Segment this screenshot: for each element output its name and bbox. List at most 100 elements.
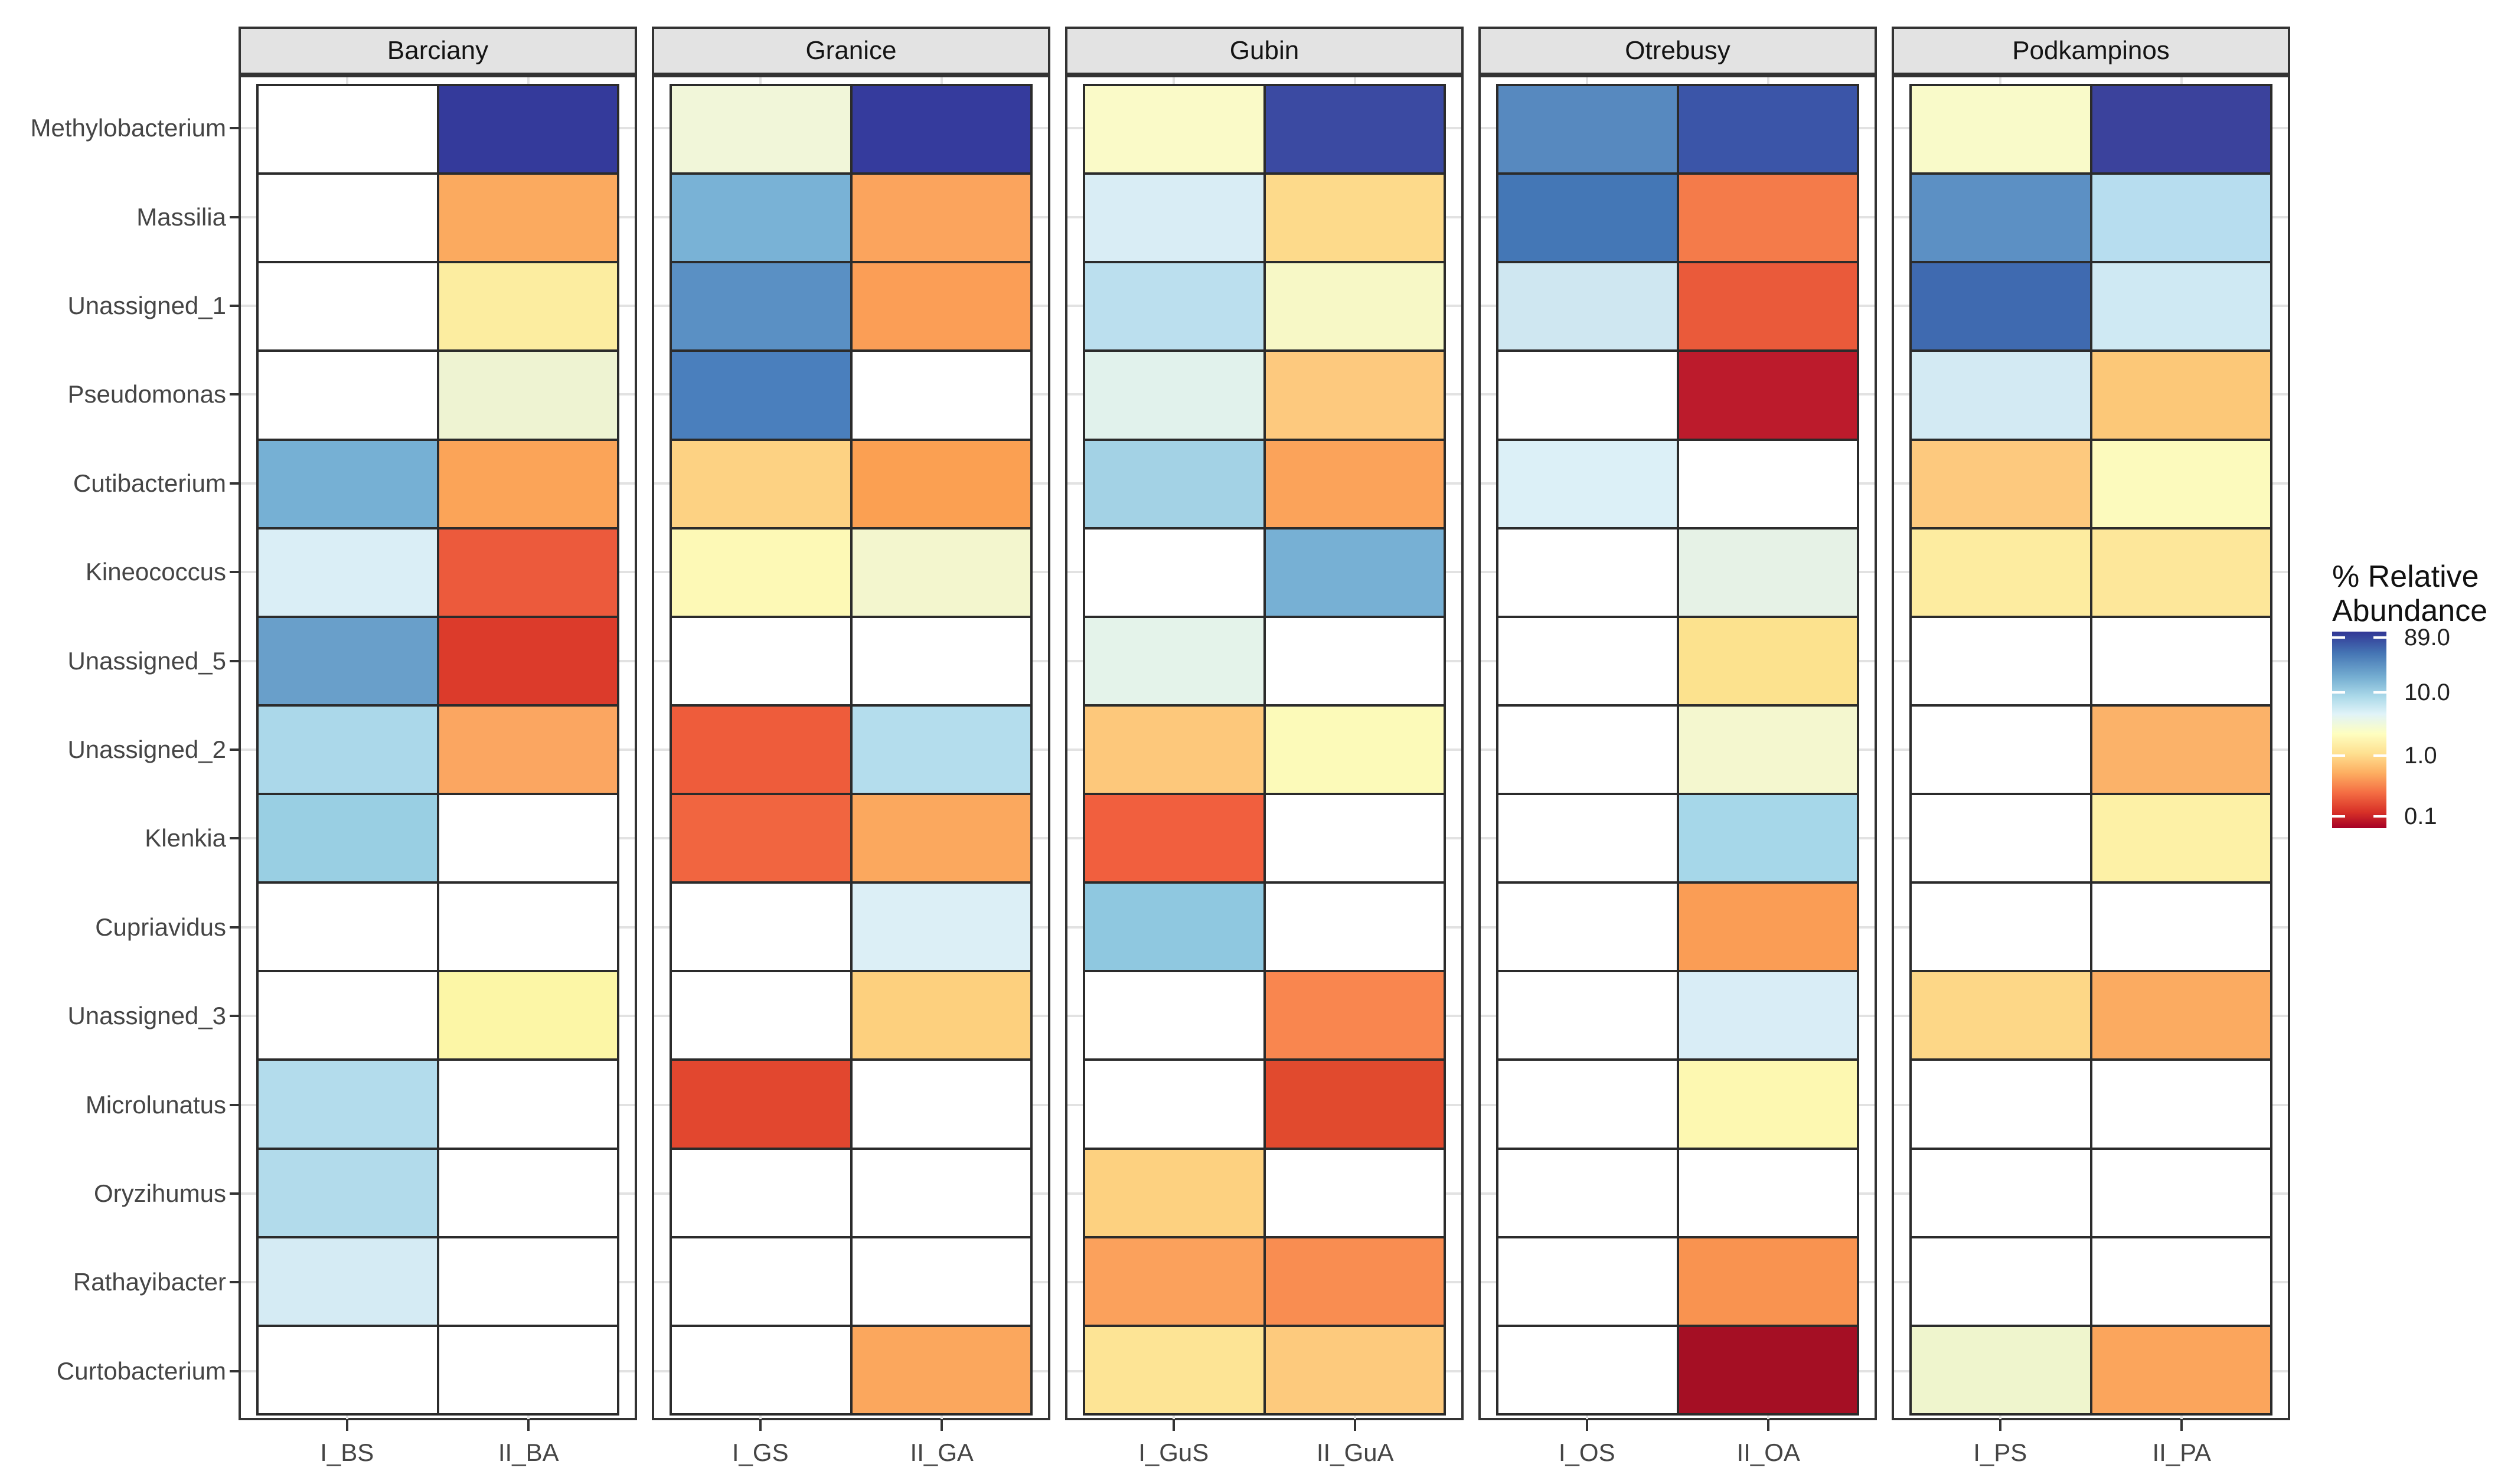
gridline-stub xyxy=(2272,482,2288,485)
tile-grid xyxy=(256,84,619,1416)
y-axis-label: Cupriavidus xyxy=(95,913,226,941)
gridline-stub xyxy=(1894,215,1909,218)
legend-tick-dash xyxy=(2373,754,2386,757)
heatmap-cell xyxy=(1264,705,1445,795)
gridline-stub xyxy=(1033,215,1048,218)
tile-grid xyxy=(670,84,1033,1416)
gridline-stub xyxy=(2272,837,2288,840)
gridline-stub xyxy=(1033,1103,1048,1106)
gridline-stub xyxy=(619,1015,635,1018)
heatmap-cell xyxy=(2091,616,2271,705)
gridline-stub xyxy=(1354,77,1357,84)
gridline-stub xyxy=(619,1281,635,1284)
heatmap-cell xyxy=(1497,1060,1678,1149)
x-axis-label: II_BA xyxy=(498,1439,559,1466)
gridline-stub xyxy=(1067,482,1083,485)
gridline-stub xyxy=(941,1416,943,1419)
x-axis-tick xyxy=(527,1420,530,1431)
x-axis-tick xyxy=(759,1420,762,1431)
y-axis-label: Pseudomonas xyxy=(67,380,226,408)
heatmap-cell xyxy=(257,616,438,705)
gridline-stub xyxy=(1859,215,1875,218)
heatmap-cell xyxy=(437,971,618,1060)
gridline-stub xyxy=(654,1192,670,1195)
gridline-stub xyxy=(1859,393,1875,396)
gridline-stub xyxy=(619,837,635,840)
gridline-stub xyxy=(241,659,256,662)
gridline-stub xyxy=(619,127,635,130)
gridline-stub xyxy=(619,305,635,307)
heatmap-cell xyxy=(851,174,1031,263)
y-axis-tick xyxy=(230,482,239,485)
y-axis-label: Oryzihumus xyxy=(93,1179,226,1207)
y-axis-label: Massilia xyxy=(136,202,226,231)
heatmap-cell xyxy=(1677,1148,1858,1237)
x-axis-tick xyxy=(345,1420,348,1431)
heatmap-cell xyxy=(1677,616,1858,705)
gridline-stub xyxy=(759,1416,762,1419)
gridline-stub xyxy=(1894,1103,1909,1106)
gridline-stub xyxy=(619,1103,635,1106)
gridline-stub xyxy=(1446,659,1461,662)
gridline-stub xyxy=(1067,1369,1083,1372)
gridline-stub xyxy=(241,837,256,840)
legend-tick-dash xyxy=(2332,815,2345,818)
heatmap-cell xyxy=(437,262,618,351)
heatmap-cell xyxy=(1264,262,1445,351)
gridline-stub xyxy=(2272,926,2288,929)
heatmap-cell xyxy=(1911,1237,2091,1326)
gridline-stub xyxy=(1172,77,1175,84)
legend-tick-dash xyxy=(2332,754,2345,757)
legend-tick-dash xyxy=(2373,636,2386,639)
heatmap-cell xyxy=(1677,794,1858,883)
gridline-stub xyxy=(1067,1103,1083,1106)
heatmap-cell xyxy=(851,439,1031,528)
heatmap-cell xyxy=(437,1148,618,1237)
heatmap-cell xyxy=(437,85,618,174)
gridline-stub xyxy=(1481,748,1496,751)
heatmap-cell xyxy=(1264,794,1445,883)
gridline-stub xyxy=(1446,215,1461,218)
heatmap-cell xyxy=(1084,439,1265,528)
heatmap-cell xyxy=(851,616,1031,705)
y-axis-tick xyxy=(230,659,239,662)
heatmap-cell xyxy=(671,351,851,440)
gridline-stub xyxy=(1481,1281,1496,1284)
y-axis-tick xyxy=(230,127,239,130)
x-axis-tick xyxy=(941,1420,943,1431)
heatmap-cell xyxy=(1264,85,1445,174)
facet-panel xyxy=(1065,75,1464,1420)
heatmap-cell xyxy=(1084,794,1265,883)
legend-tick-dash xyxy=(2373,815,2386,818)
facet-strip: Barciany xyxy=(239,27,637,75)
gridline-stub xyxy=(1033,1192,1048,1195)
legend-tick-label: 89.0 xyxy=(2404,625,2450,651)
heatmap-cell xyxy=(1497,794,1678,883)
heatmap-cell xyxy=(671,1237,851,1326)
heatmap-cell xyxy=(1264,439,1445,528)
gridline-stub xyxy=(1894,482,1909,485)
facet-strip-label: Otrebusy xyxy=(1625,36,1730,65)
y-axis-label: Unassigned_2 xyxy=(67,736,226,763)
gridline-stub xyxy=(1894,837,1909,840)
y-axis-label: Cutibacterium xyxy=(73,469,226,497)
gridline-stub xyxy=(1446,571,1461,574)
heatmap-cell xyxy=(851,882,1031,972)
gridline-stub xyxy=(1481,1103,1496,1106)
gridline-stub xyxy=(1033,1015,1048,1018)
gridline-stub xyxy=(1859,659,1875,662)
heatmap-cell xyxy=(1084,882,1265,972)
heatmap-cell xyxy=(2091,262,2271,351)
gridline-stub xyxy=(1481,305,1496,307)
heatmap-cell xyxy=(1497,882,1678,972)
gridline-stub xyxy=(1446,393,1461,396)
heatmap-cell xyxy=(437,174,618,263)
gridline-stub xyxy=(654,1103,670,1106)
y-axis-tick xyxy=(230,1281,239,1284)
gridline-stub xyxy=(1354,1416,1357,1419)
gridline-stub xyxy=(241,1281,256,1284)
heatmap-cell xyxy=(257,882,438,972)
y-axis-tick xyxy=(230,215,239,218)
heatmap-cell xyxy=(1497,705,1678,795)
gridline-stub xyxy=(1446,305,1461,307)
